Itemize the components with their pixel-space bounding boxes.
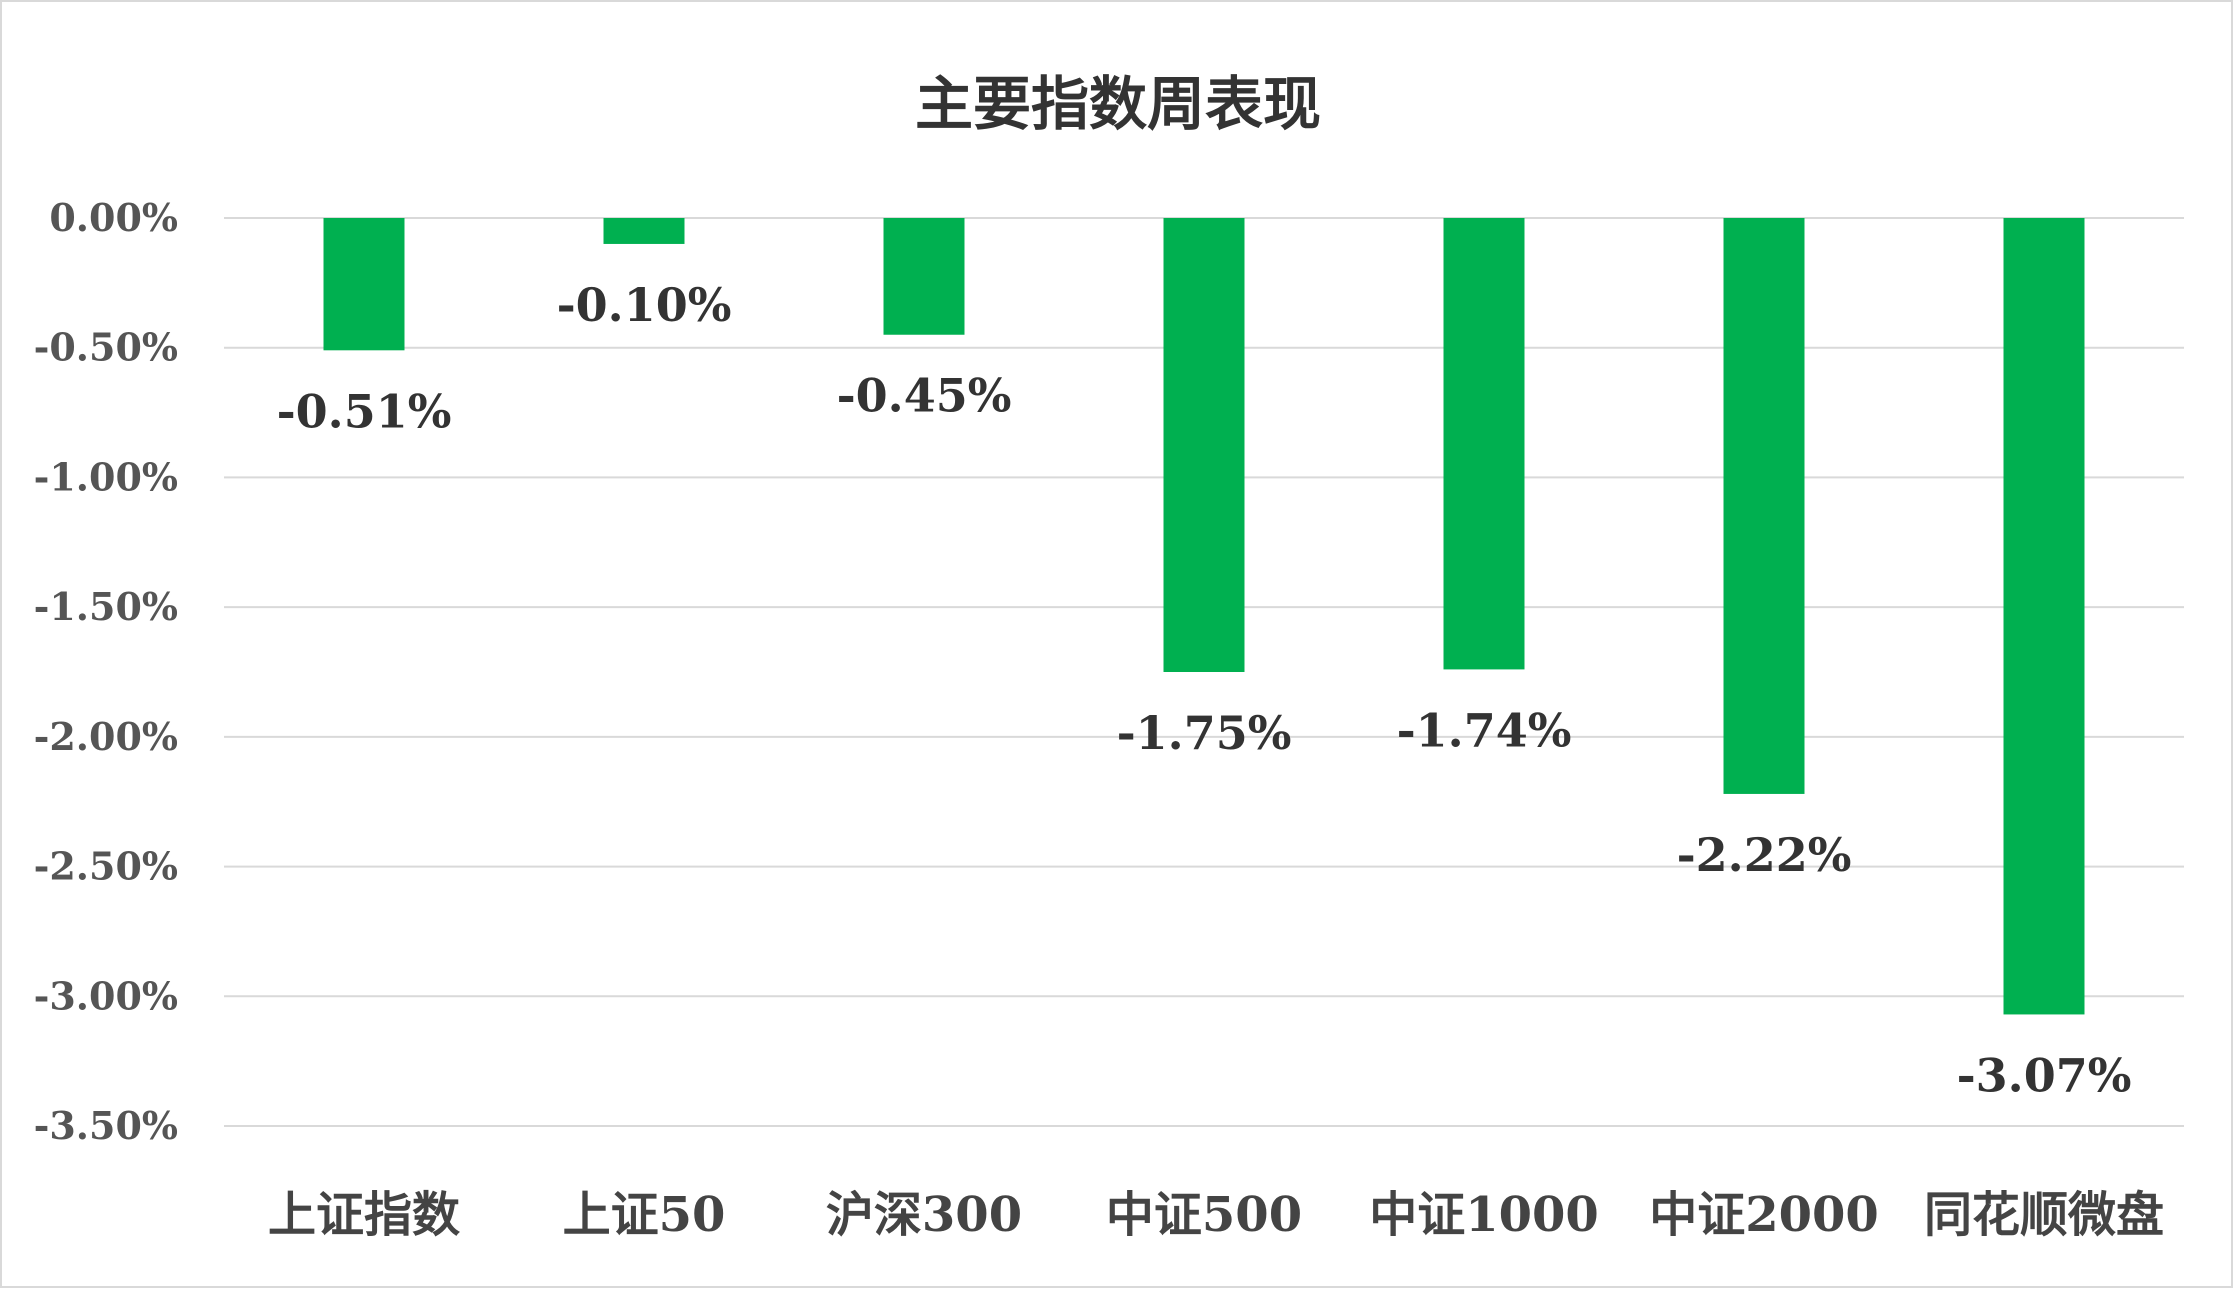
data-label: -3.07% (1957, 1048, 2132, 1102)
x-axis-tick-labels: 上证指数 上证50 沪深300 中证500 中证1000 中证2000 同花顺微盘 (268, 1187, 2164, 1243)
x-tick-label: 同花顺微盘 (1924, 1187, 2164, 1243)
chart-title: 主要指数周表现 (915, 70, 1321, 138)
bar (1443, 218, 1525, 670)
data-label: -2.22% (1677, 828, 1852, 882)
data-label: -1.75% (1117, 706, 1292, 760)
data-label: -0.10% (557, 278, 732, 332)
data-label: -0.45% (837, 369, 1012, 423)
y-tick-label: -0.50% (34, 325, 178, 370)
bar (1163, 218, 1245, 672)
y-tick-label: -1.50% (34, 584, 178, 629)
x-tick-label: 中证2000 (1649, 1187, 1879, 1243)
bar (603, 218, 685, 244)
bar (2003, 218, 2085, 1015)
data-label: -1.74% (1397, 703, 1572, 757)
bars (323, 218, 2085, 1015)
x-tick-label: 沪深300 (826, 1187, 1022, 1243)
bar (883, 218, 965, 335)
x-tick-label: 上证50 (563, 1187, 726, 1243)
data-labels: -0.51% -0.10% -0.45% -1.75% -1.74% -2.22% -3.0… (277, 278, 2132, 1103)
y-tick-label: -2.00% (34, 714, 178, 759)
y-tick-label: -3.50% (34, 1103, 178, 1148)
data-label: -0.51% (277, 384, 452, 438)
bar (323, 218, 405, 351)
x-tick-label: 上证指数 (268, 1187, 460, 1243)
y-tick-label: -1.00% (34, 454, 178, 499)
y-tick-label: -3.00% (34, 973, 178, 1018)
x-tick-label: 中证1000 (1369, 1187, 1599, 1243)
x-tick-label: 中证500 (1106, 1187, 1302, 1243)
bar (1723, 218, 1805, 794)
y-axis-tick-labels: 0.00% -0.50% -1.00% -1.50% -2.00% -2.50% -3.00… (34, 195, 178, 1148)
y-tick-label: 0.00% (49, 195, 178, 240)
y-tick-label: -2.50% (34, 844, 178, 889)
